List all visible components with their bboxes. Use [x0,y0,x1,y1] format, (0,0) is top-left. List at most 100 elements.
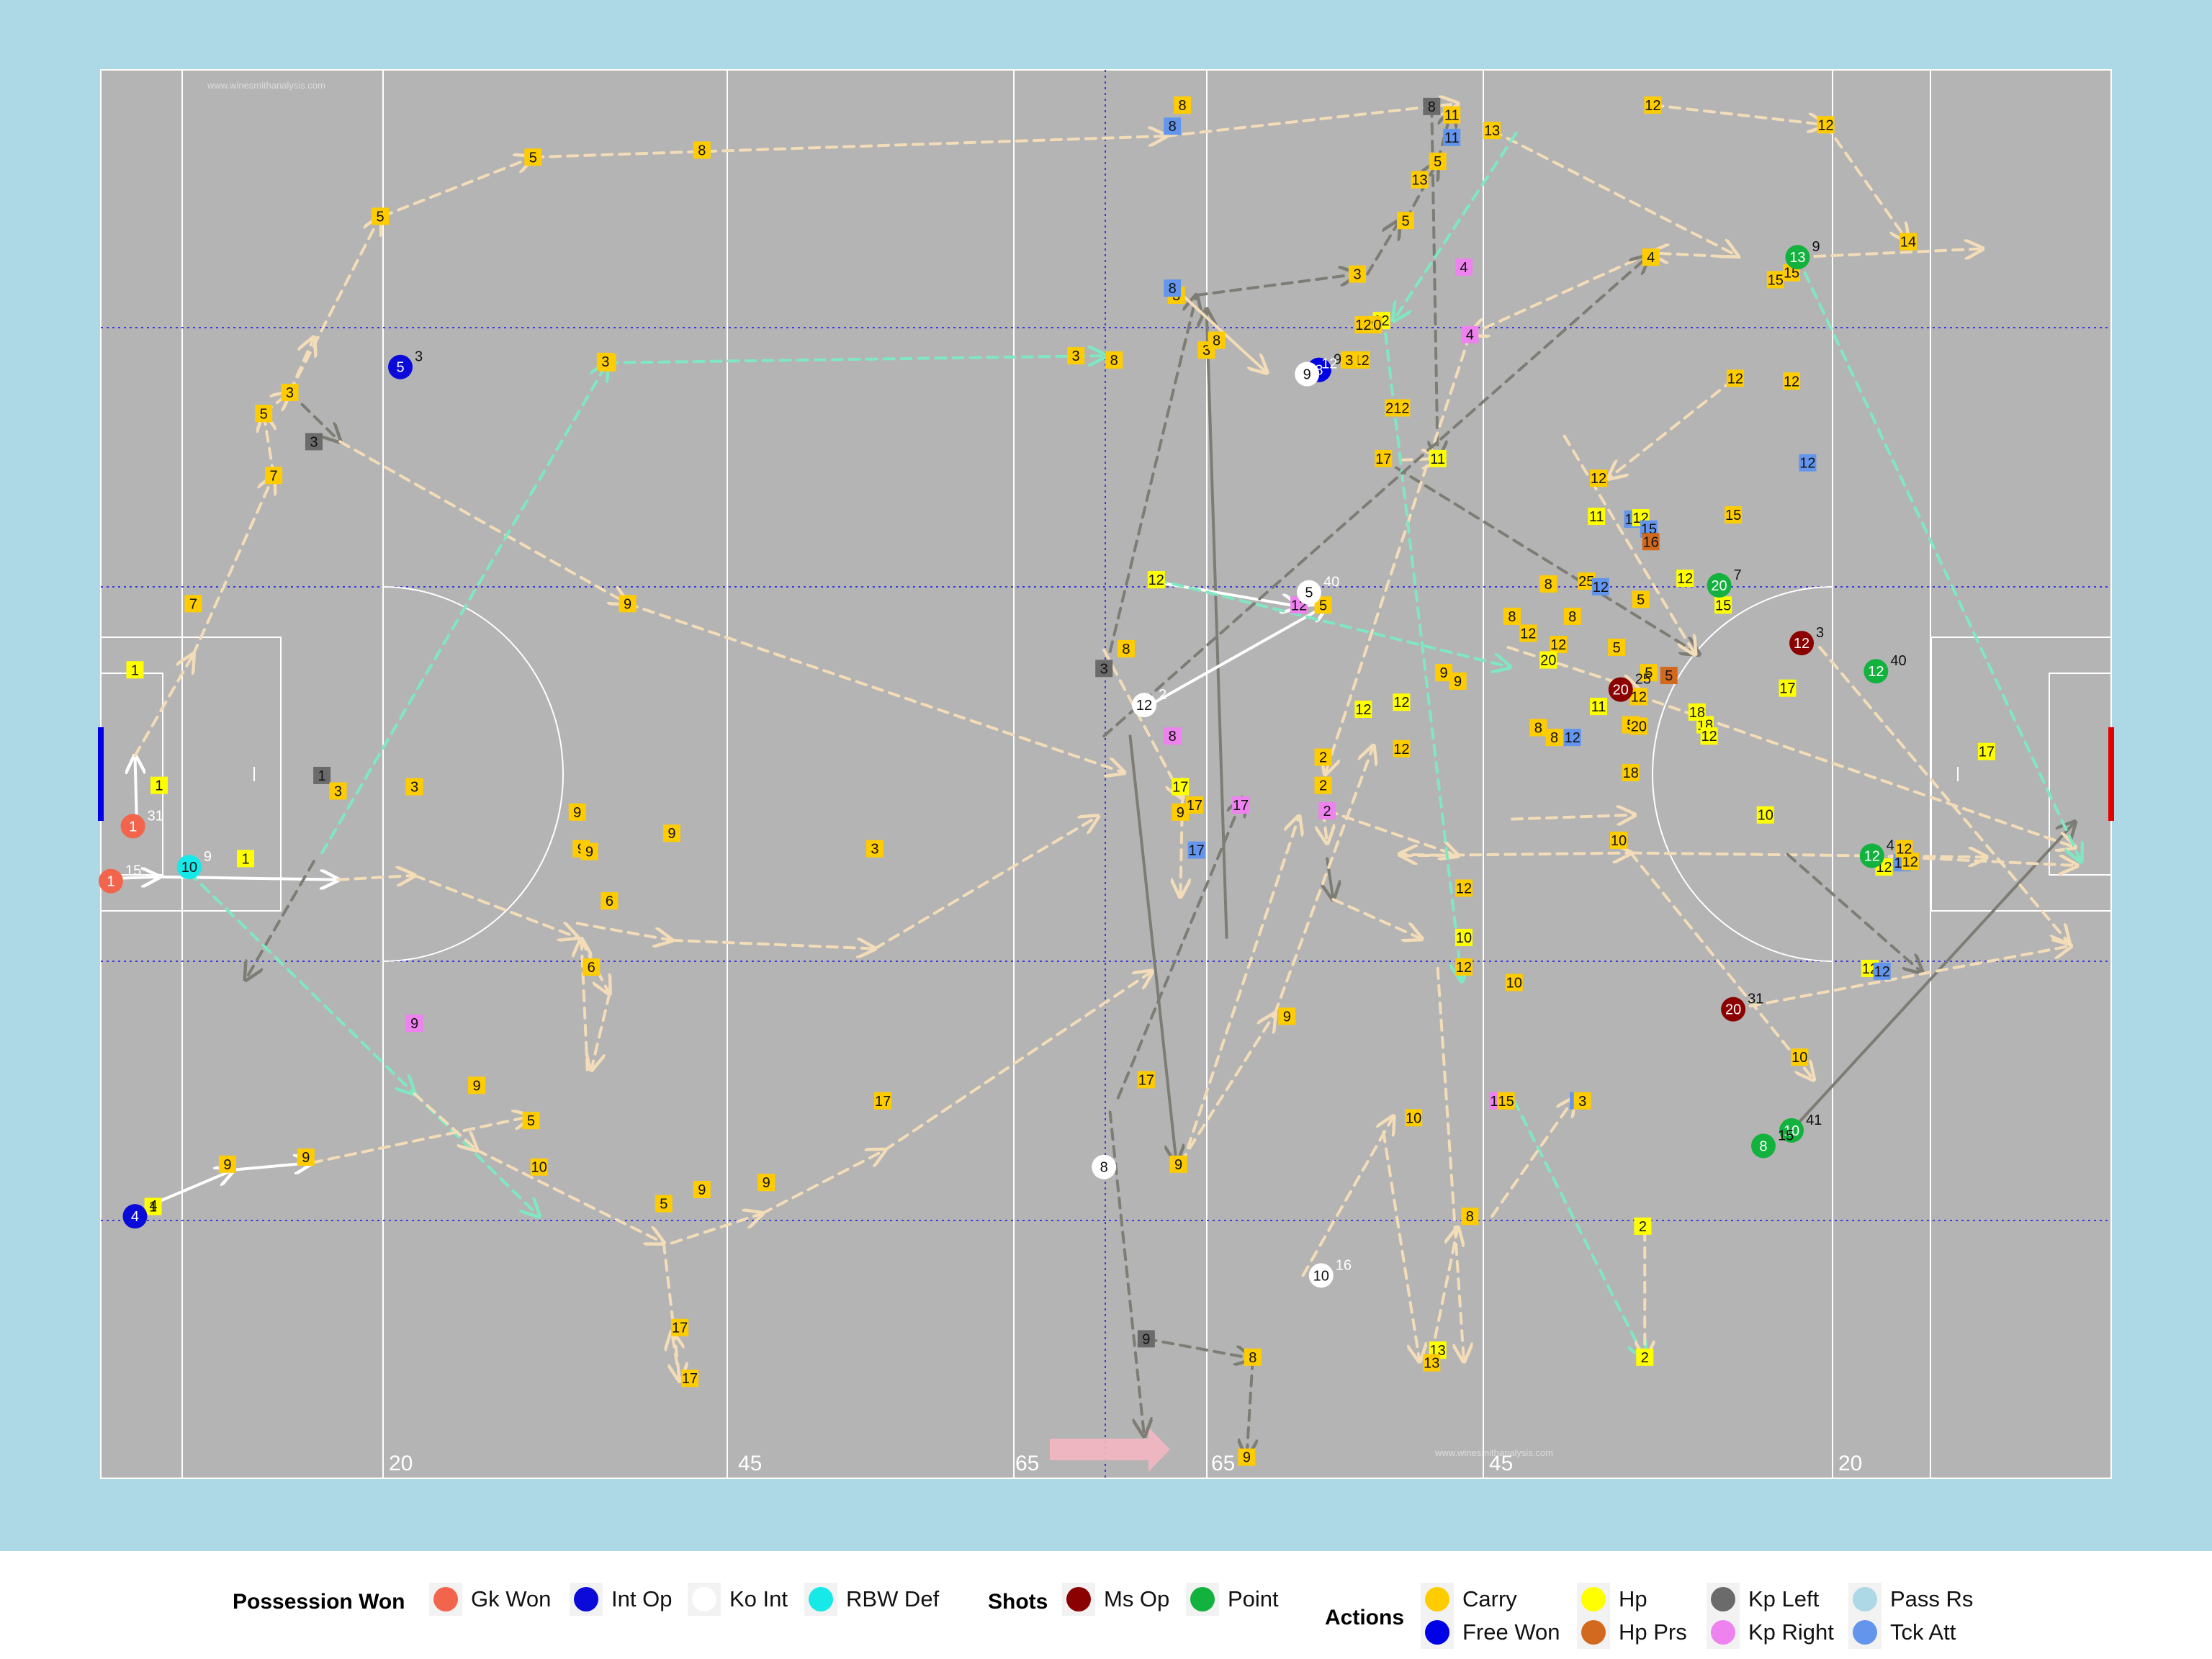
badge-label: 6 [588,960,595,976]
event-circle [1308,1263,1334,1288]
event-circle [1608,677,1633,702]
badge-label: 5 [1637,592,1645,608]
event-tag: 9 [1812,239,1820,255]
badge-label: 5 [1401,213,1409,229]
action-badge: 13 [1411,171,1429,189]
action-badge: 8 [1423,97,1441,115]
badge-square [1461,1208,1479,1226]
badge-label: 12 [1784,374,1799,390]
badge-square [1676,570,1694,588]
action-arrow [288,216,380,394]
action-badge: 2 [1318,801,1336,819]
event-marker: 10 9 [176,849,212,880]
event-marker: 44 [122,1198,158,1229]
action-badge: 8 [1164,279,1182,297]
badge-label: 12 [1645,98,1660,114]
action-arrow [1382,1130,1419,1362]
action-badge: 11 [1588,508,1606,526]
action-badge: 11 [1429,449,1447,467]
badge-square [1588,508,1606,526]
badge-square [1563,607,1581,625]
legend-label: Kp Right [1748,1619,1834,1645]
action-badge: 14 [1899,233,1917,251]
badge-label: 11 [1591,699,1606,715]
badge-square [1640,664,1658,682]
event-number: 5 [396,360,404,376]
action-badge: 8 [1208,331,1226,349]
action-badge: 20 [1629,717,1647,735]
badge-label: 15 [1784,266,1799,282]
badge-square [671,1318,689,1336]
badge-label: 4 [1647,250,1655,266]
badge-label: 17 [1979,745,1995,760]
action-arrow [581,939,587,1071]
legend-swatch [809,1587,833,1611]
action-badge: 3 [305,433,323,451]
legend-swatch [1066,1587,1091,1611]
badge-square [1461,325,1479,343]
action-arrow [413,873,577,938]
action-badge: 4 [1461,325,1479,343]
badge-label: 3 [334,783,342,799]
legend-key [688,1583,721,1616]
action-badge: 9 [468,1076,486,1094]
badge-square [1539,575,1557,593]
action-arrow [1207,310,1228,939]
event-marker: 5 40 [1296,575,1339,605]
event-tag: 4 [1887,837,1894,853]
action-badge: 15 [1497,1092,1515,1110]
action-badge: 3 [281,383,299,401]
event-marker: 1 15 [98,863,141,894]
event-marker: 1 31 [120,808,163,839]
badge-label: 25 [1578,574,1594,590]
event-circle [1779,1118,1804,1143]
action-arrow [606,356,1106,363]
badge-label: 10 [1506,975,1522,991]
plot-background: 1775355831391339999366199510199599171717… [0,0,2212,1551]
action-badge: 8 [1545,729,1563,747]
badge-square [1405,1109,1423,1127]
badge-label: 7 [189,596,197,612]
action-badge: 9 [757,1174,775,1192]
action-badge: 9 [1172,803,1190,821]
legend-swatch [1581,1620,1606,1645]
action-arrow [1179,1014,1274,1164]
badge-square [1591,577,1609,595]
badge-label: 12 [1896,842,1912,858]
badge-square [1629,717,1647,735]
action-arrow [1436,966,1464,1362]
action-badge: 8 [1503,607,1521,625]
action-arrow [288,338,314,394]
action-badge: 15 [1766,271,1784,289]
action-badge: 12 [1817,116,1835,134]
action-arrow [1629,853,1987,858]
event-number: 8 [1759,1138,1767,1154]
badge-square [1497,1092,1515,1110]
action-badge: 10 [1756,806,1774,824]
badge-square [405,1015,423,1033]
badge-label: 12 [1550,637,1566,653]
badge-square [1443,128,1461,146]
badge-square [1137,1071,1155,1089]
badge-label: 11 [1589,509,1604,525]
event-number: 9 [1303,367,1311,382]
event-marker: 12 3 [1789,625,1824,656]
legend-item: Hp Prs [1577,1616,1687,1649]
action-badge: 9 [297,1148,315,1166]
action-badge: 3 [596,352,614,370]
legend-label: Ko Int [729,1586,788,1611]
badge-label: 9 [223,1157,231,1173]
badge-square [1779,679,1797,697]
action-arrow [1164,104,1458,138]
badge-square [619,595,637,613]
badge-square [1714,596,1732,614]
badge-label: 3 [871,842,878,858]
legend-item: RBW Def [804,1583,939,1616]
badge-label: 8 [1534,720,1542,736]
event-tag: 40 [1890,653,1906,669]
legend-item: Point [1186,1583,1279,1616]
badge-label: 2 [1639,1219,1647,1235]
event-number: 1 [107,874,114,890]
badge-square [1340,351,1358,369]
